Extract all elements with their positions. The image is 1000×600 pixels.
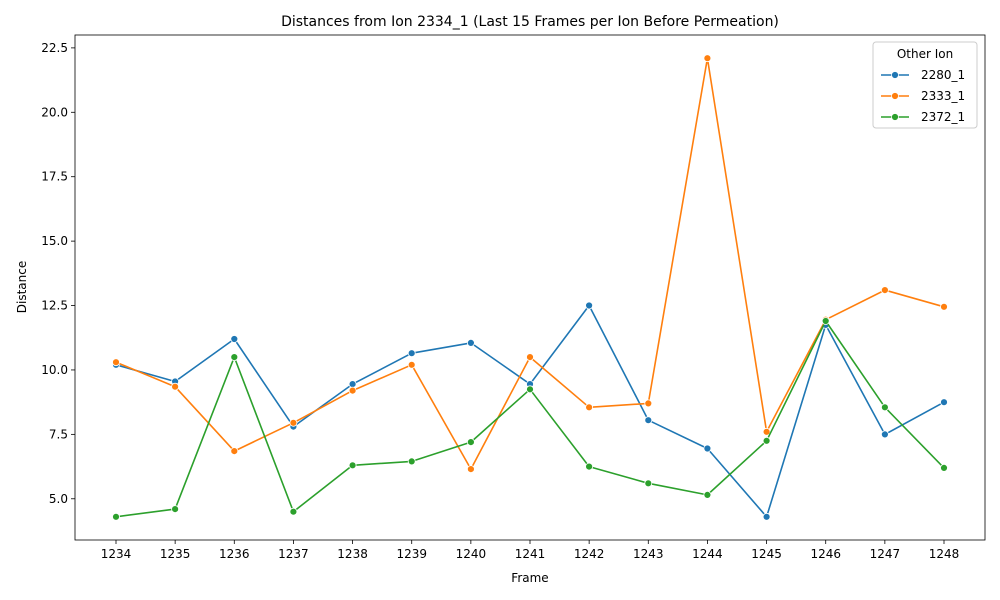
legend-swatch-marker bbox=[891, 113, 899, 121]
data-point bbox=[348, 386, 357, 395]
y-tick-label: 7.5 bbox=[49, 427, 68, 441]
x-tick-label: 1243 bbox=[633, 547, 664, 561]
y-tick-label: 22.5 bbox=[41, 41, 68, 55]
data-point bbox=[821, 317, 830, 325]
data-point bbox=[112, 358, 120, 367]
x-axis-title: Frame bbox=[511, 571, 548, 585]
legend-swatch-marker bbox=[891, 71, 899, 79]
series-layer bbox=[112, 54, 948, 521]
y-tick-label: 15.0 bbox=[41, 234, 68, 248]
data-point bbox=[230, 353, 239, 362]
x-tick-label: 1237 bbox=[278, 547, 309, 561]
y-tick-label: 17.5 bbox=[41, 170, 68, 184]
series-2372_1 bbox=[112, 317, 948, 521]
legend-box bbox=[872, 41, 978, 129]
data-point bbox=[881, 403, 889, 412]
data-point bbox=[466, 465, 475, 474]
legend-title: Other Ion bbox=[897, 47, 953, 61]
x-tick-label: 1236 bbox=[219, 547, 250, 561]
legend-label: 2333_1 bbox=[921, 89, 965, 103]
legend-label: 2372_1 bbox=[921, 110, 965, 124]
y-axis: 5.0 7.5 10.0 12.5 15.0 17.5 20.0 22.5 bbox=[41, 41, 75, 506]
y-tick-label: 12.5 bbox=[41, 299, 68, 313]
data-point bbox=[230, 335, 239, 343]
x-tick-label: 1239 bbox=[396, 547, 427, 561]
x-axis: 1234 1235 1236 1237 1238 1239 1240 1241 1242 1243… bbox=[101, 540, 960, 561]
data-point bbox=[407, 457, 416, 466]
data-point bbox=[526, 385, 534, 394]
x-tick-label: 1246 bbox=[810, 547, 841, 561]
x-tick-label: 1234 bbox=[101, 547, 132, 561]
x-tick-label: 1235 bbox=[160, 547, 191, 561]
data-point bbox=[703, 444, 712, 453]
y-tick-label: 10.0 bbox=[41, 363, 68, 377]
chart-title: Distances from Ion 2334_1 (Last 15 Frame… bbox=[281, 14, 779, 30]
x-tick-label: 1247 bbox=[870, 547, 901, 561]
data-point bbox=[407, 349, 416, 358]
data-point bbox=[171, 505, 180, 514]
x-tick-label: 1238 bbox=[337, 547, 368, 561]
data-point bbox=[289, 418, 298, 427]
x-tick-label: 1248 bbox=[929, 547, 960, 561]
data-point bbox=[762, 436, 771, 445]
data-point bbox=[112, 512, 120, 521]
data-point bbox=[762, 512, 771, 521]
data-point bbox=[526, 353, 534, 362]
data-point bbox=[881, 430, 889, 439]
data-point bbox=[348, 461, 357, 470]
x-tick-label: 1245 bbox=[751, 547, 782, 561]
data-point bbox=[644, 479, 653, 488]
x-tick-label: 1241 bbox=[515, 547, 546, 561]
data-point bbox=[940, 302, 948, 311]
data-point bbox=[940, 463, 948, 472]
data-point bbox=[881, 286, 889, 295]
x-tick-label: 1242 bbox=[574, 547, 605, 561]
x-tick-label: 1240 bbox=[456, 547, 487, 561]
plot-area bbox=[74, 34, 986, 541]
data-point bbox=[703, 490, 712, 499]
data-point bbox=[230, 447, 239, 456]
data-point bbox=[585, 301, 593, 310]
legend-label: 2280_1 bbox=[921, 68, 965, 82]
data-point bbox=[348, 380, 357, 389]
x-tick-label: 1244 bbox=[692, 547, 723, 561]
series-2333_1 bbox=[112, 54, 948, 474]
y-tick-label: 20.0 bbox=[41, 105, 68, 119]
y-axis-title: Distance bbox=[15, 261, 29, 313]
y-tick-label: 5.0 bbox=[49, 492, 68, 506]
legend-swatch-marker bbox=[891, 92, 899, 100]
data-point bbox=[585, 403, 593, 412]
data-point bbox=[289, 507, 298, 516]
data-point bbox=[171, 382, 180, 391]
data-point bbox=[762, 427, 771, 436]
data-point bbox=[703, 54, 712, 63]
data-point bbox=[407, 360, 416, 369]
data-point bbox=[644, 416, 653, 425]
data-point bbox=[644, 399, 653, 408]
data-point bbox=[585, 462, 593, 471]
legend: Other Ion 2280_1 2333_1 2372_1 bbox=[872, 41, 978, 129]
data-point bbox=[940, 398, 948, 407]
data-point bbox=[466, 438, 475, 447]
data-point bbox=[466, 338, 475, 347]
